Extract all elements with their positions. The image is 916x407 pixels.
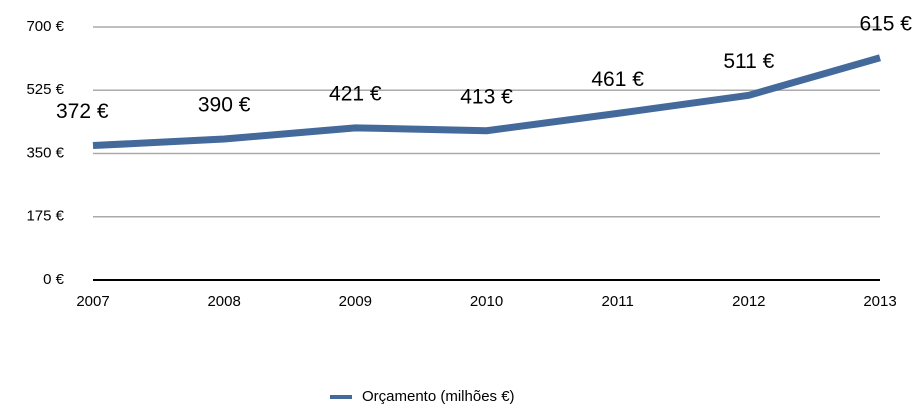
value-label: 511 € xyxy=(723,50,774,73)
value-label: 413 € xyxy=(460,85,513,108)
x-tick-label: 2007 xyxy=(76,293,109,310)
y-tick-label: 350 € xyxy=(26,144,64,161)
y-tick-label: 525 € xyxy=(26,81,64,98)
x-tick-label: 2009 xyxy=(339,293,372,310)
x-tick-label: 2010 xyxy=(470,293,503,310)
y-tick-label: 0 € xyxy=(43,271,65,288)
x-tick-label: 2013 xyxy=(863,293,896,310)
x-tick-label: 2008 xyxy=(207,293,240,310)
value-label: 390 € xyxy=(198,94,251,117)
x-tick-label: 2012 xyxy=(732,293,765,310)
legend-label: Orçamento (milhões €) xyxy=(362,388,515,405)
value-label: 421 € xyxy=(329,82,382,105)
value-label: 615 € xyxy=(859,12,912,35)
value-label: 461 € xyxy=(591,68,644,91)
series-line xyxy=(92,54,881,150)
y-tick-label: 175 € xyxy=(26,208,64,225)
x-tick-label: 2011 xyxy=(602,293,634,310)
value-label: 372 € xyxy=(56,100,109,123)
y-tick-label: 700 € xyxy=(26,18,64,35)
